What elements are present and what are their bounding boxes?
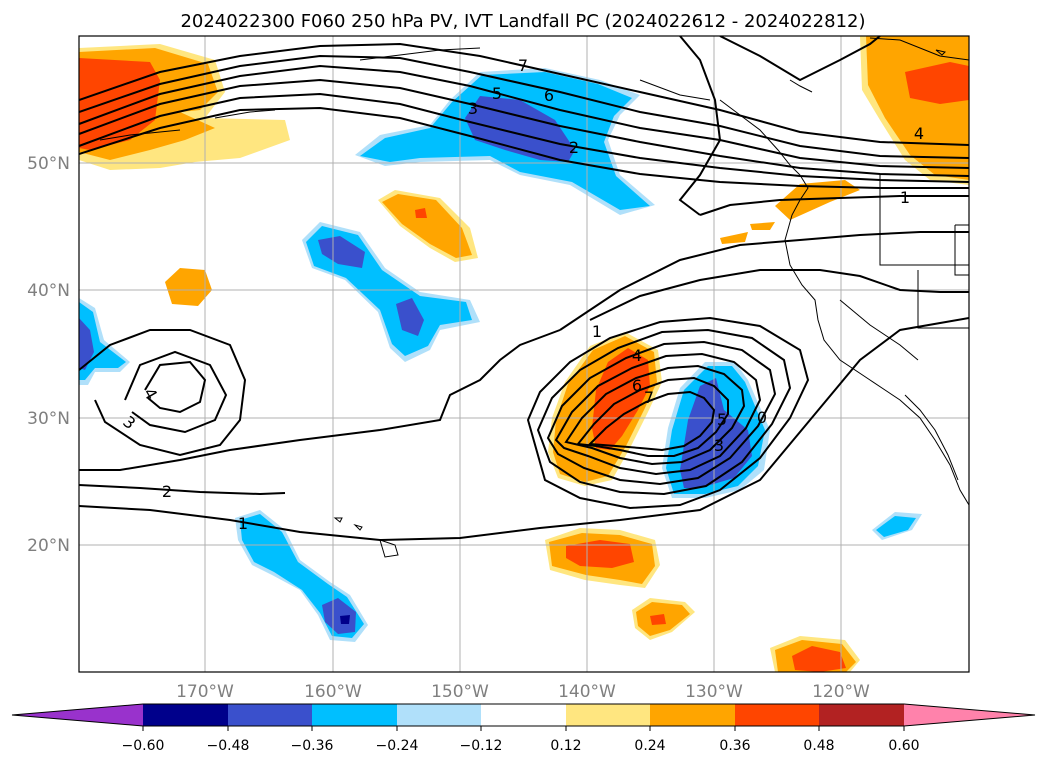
negative-anomaly-west-mid bbox=[302, 222, 480, 362]
colorbar-tick-label: −0.60 bbox=[122, 738, 165, 754]
lat-label: 40°N bbox=[27, 281, 70, 301]
contour-label: 4 bbox=[914, 124, 924, 143]
pv-contours bbox=[79, 36, 969, 542]
gridlines bbox=[79, 36, 969, 672]
contour-labels: 7 5 6 3 2 1 4 3 2 1 1 4 6 7 5 3 0 4 1 bbox=[119, 56, 924, 533]
lon-label: 140°W bbox=[558, 682, 616, 702]
contour-label: 2 bbox=[569, 138, 579, 157]
colorbar-segment bbox=[819, 704, 904, 726]
colorbar-tick-label: −0.24 bbox=[376, 738, 419, 754]
lat-label: 30°N bbox=[27, 409, 70, 429]
contour-label: 1 bbox=[900, 188, 910, 207]
colorbar-segment bbox=[228, 704, 312, 726]
colorbar-tick-label: 0.24 bbox=[634, 738, 665, 754]
colorbar-tick-label: 0.12 bbox=[550, 738, 581, 754]
contour-label: 7 bbox=[518, 56, 528, 75]
lon-label: 160°W bbox=[304, 682, 362, 702]
colorbar-tick-label: −0.48 bbox=[207, 738, 250, 754]
lat-label: 50°N bbox=[27, 154, 70, 174]
colorbar-tick-label: 0.36 bbox=[719, 738, 750, 754]
colorbar-segment bbox=[397, 704, 481, 726]
contour-label: 5 bbox=[717, 410, 727, 429]
colorbar-extend-right bbox=[904, 704, 1035, 726]
contour-label: 5 bbox=[492, 84, 502, 103]
colorbar-segment bbox=[650, 704, 735, 726]
colorbar-extend-left bbox=[12, 704, 143, 726]
colorbar-tick-label: −0.36 bbox=[291, 738, 334, 754]
colorbar-tick-label: −0.12 bbox=[460, 738, 503, 754]
longitude-labels: 170°W 160°W 150°W 140°W 130°W 120°W bbox=[176, 682, 870, 702]
colorbar: −0.60 −0.48 −0.36 −0.24 −0.12 0.12 0.24 … bbox=[11, 703, 1036, 754]
contour-label: 3 bbox=[468, 99, 478, 118]
lon-label: 120°W bbox=[812, 682, 870, 702]
colorbar-tick-label: 0.48 bbox=[803, 738, 834, 754]
lon-label: 150°W bbox=[431, 682, 489, 702]
contour-label: 1 bbox=[238, 514, 248, 533]
negative-anomaly-north bbox=[355, 68, 655, 215]
colorbar-ticks bbox=[142, 726, 905, 731]
positive-anomaly-mid bbox=[165, 190, 478, 306]
colorbar-segment bbox=[735, 704, 819, 726]
lat-label: 20°N bbox=[27, 536, 70, 556]
contour-label: 3 bbox=[714, 436, 724, 455]
colorbar-segment bbox=[143, 704, 228, 726]
map-panel: 7 5 6 3 2 1 4 3 2 1 1 4 6 7 5 3 0 4 1 bbox=[78, 35, 970, 673]
lon-label: 130°W bbox=[685, 682, 743, 702]
contour-label: 1 bbox=[592, 322, 602, 341]
latitude-labels: 50°N 40°N 30°N 20°N bbox=[27, 154, 70, 556]
contour-label: 7 bbox=[644, 388, 654, 407]
figure-title: 2024022300 F060 250 hPa PV, IVT Landfall… bbox=[180, 11, 865, 32]
map-frame bbox=[78, 35, 970, 673]
contour-label: 4 bbox=[632, 346, 642, 365]
contour-label: 6 bbox=[544, 86, 554, 105]
contour-label: 2 bbox=[162, 482, 172, 501]
positive-anomaly-south bbox=[545, 528, 860, 672]
contour-label: 0 bbox=[757, 408, 767, 427]
colorbar-segment bbox=[566, 704, 650, 726]
positive-anomaly-top-left bbox=[79, 44, 290, 170]
positive-anomaly-coast bbox=[720, 180, 860, 244]
colorbar-segment bbox=[312, 704, 397, 726]
lon-label: 170°W bbox=[176, 682, 234, 702]
colorbar-segment bbox=[481, 704, 566, 726]
colorbar-tick-label: 0.60 bbox=[888, 738, 919, 754]
contour-label: 6 bbox=[632, 376, 642, 395]
